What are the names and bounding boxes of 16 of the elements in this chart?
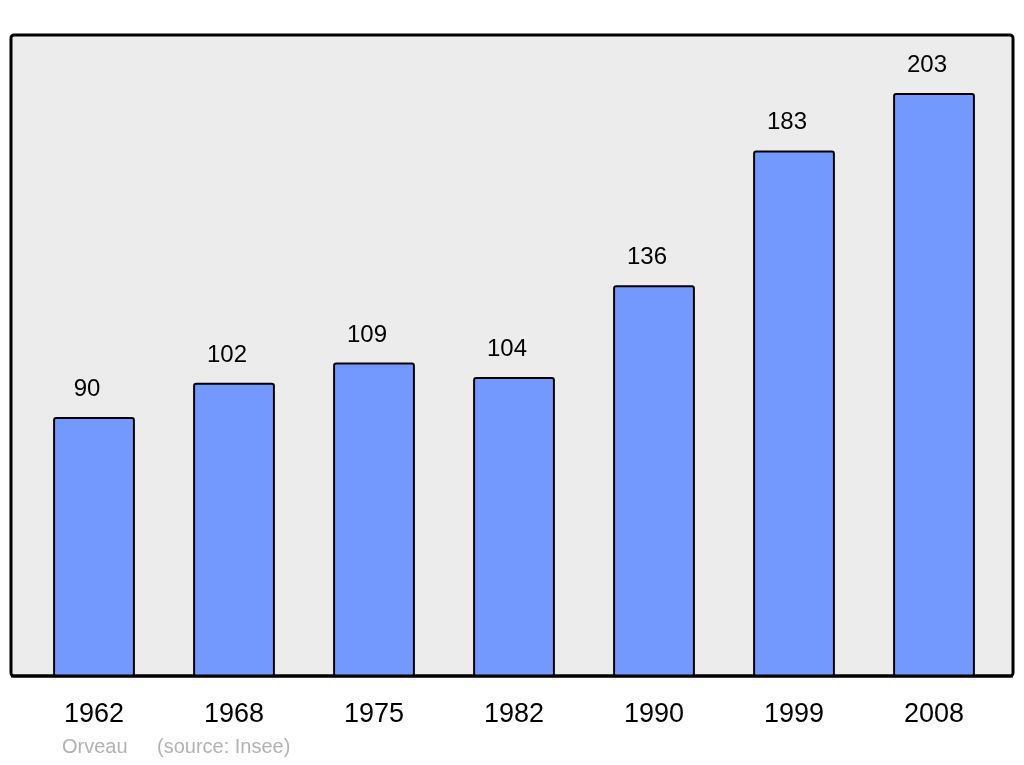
data-label: 90 xyxy=(73,374,101,402)
data-label: 203 xyxy=(906,50,948,78)
x-tick-label: 1962 xyxy=(63,698,125,728)
x-tick-label: 1975 xyxy=(343,698,405,728)
data-label: 109 xyxy=(346,319,388,347)
x-tick-label: 1990 xyxy=(623,698,685,728)
text: (source: Insee) xyxy=(157,735,291,757)
x-tick-label: 1968 xyxy=(203,698,265,728)
text: Orveau xyxy=(62,735,128,757)
data-label: 102 xyxy=(206,339,248,367)
data-label: 136 xyxy=(626,242,668,270)
x-tick-label: 2008 xyxy=(903,698,965,728)
data-label: 183 xyxy=(766,107,808,135)
x-tick-label: 1999 xyxy=(763,698,825,728)
data-label: 104 xyxy=(486,333,528,361)
x-tick-label: 1982 xyxy=(483,698,545,728)
